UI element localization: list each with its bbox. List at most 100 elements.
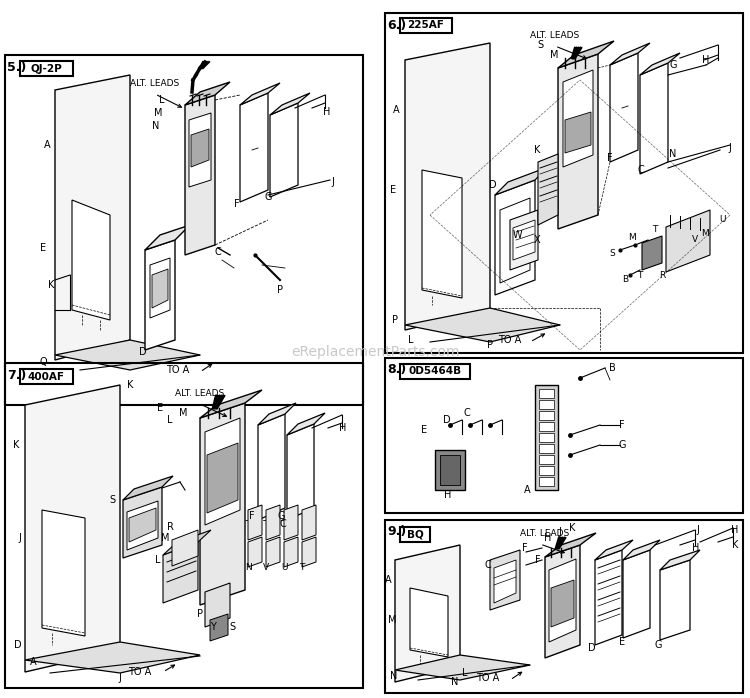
Text: 6.): 6.) — [387, 19, 406, 31]
Polygon shape — [610, 53, 638, 162]
Text: F: F — [536, 555, 541, 565]
Bar — [400, 527, 430, 542]
Polygon shape — [595, 540, 633, 560]
Polygon shape — [248, 537, 262, 567]
Text: G: G — [278, 511, 285, 521]
Polygon shape — [623, 550, 650, 638]
Polygon shape — [55, 75, 130, 360]
Text: ALT. LEADS: ALT. LEADS — [175, 389, 224, 397]
Polygon shape — [287, 413, 325, 435]
Polygon shape — [666, 210, 710, 272]
Polygon shape — [435, 450, 465, 490]
Polygon shape — [410, 588, 448, 657]
Text: K: K — [732, 540, 738, 550]
Text: N: N — [669, 149, 676, 159]
Polygon shape — [551, 580, 574, 627]
Text: E: E — [40, 243, 46, 253]
Polygon shape — [284, 505, 298, 540]
Text: K: K — [48, 280, 54, 290]
Polygon shape — [535, 385, 558, 490]
Polygon shape — [490, 550, 520, 610]
Text: H: H — [692, 543, 700, 553]
Text: W: W — [512, 230, 522, 240]
Text: A: A — [30, 657, 37, 667]
Text: T: T — [299, 563, 304, 572]
Text: C: C — [214, 247, 221, 257]
Text: E: E — [421, 425, 427, 435]
Text: E: E — [157, 403, 163, 413]
Text: M: M — [160, 533, 170, 543]
Text: V: V — [692, 235, 698, 244]
Text: H: H — [339, 423, 346, 433]
Polygon shape — [440, 455, 460, 485]
Polygon shape — [545, 533, 596, 557]
Text: J: J — [696, 525, 699, 535]
Text: N: N — [152, 121, 160, 131]
Polygon shape — [25, 642, 200, 673]
Text: L: L — [462, 668, 467, 678]
Polygon shape — [660, 550, 700, 570]
Text: A: A — [44, 140, 51, 150]
Text: M: M — [178, 408, 188, 418]
Polygon shape — [513, 220, 535, 260]
Bar — [385, 358, 743, 513]
Bar — [5, 55, 363, 405]
Polygon shape — [200, 390, 262, 418]
Polygon shape — [25, 385, 120, 672]
Text: H: H — [323, 107, 331, 117]
Polygon shape — [152, 269, 168, 308]
Text: F: F — [522, 543, 528, 553]
Polygon shape — [266, 505, 280, 540]
Polygon shape — [545, 545, 580, 658]
Text: D: D — [489, 180, 496, 190]
Polygon shape — [302, 537, 316, 567]
Polygon shape — [72, 200, 110, 320]
Text: F: F — [608, 153, 613, 163]
Polygon shape — [549, 559, 576, 642]
Text: S: S — [537, 40, 543, 50]
Polygon shape — [191, 129, 209, 167]
Text: BQ: BQ — [406, 530, 423, 540]
Text: 7.): 7.) — [7, 369, 26, 382]
Text: C: C — [464, 408, 470, 418]
Polygon shape — [595, 550, 622, 645]
Polygon shape — [145, 225, 190, 250]
Text: S: S — [110, 495, 116, 505]
Polygon shape — [510, 210, 538, 270]
Polygon shape — [123, 476, 173, 500]
Text: D: D — [588, 643, 596, 653]
Polygon shape — [422, 170, 462, 298]
Polygon shape — [284, 537, 298, 567]
Text: U: U — [280, 563, 287, 572]
Text: E: E — [390, 185, 396, 195]
Bar — [539, 455, 554, 464]
Text: K: K — [127, 380, 134, 390]
Bar — [385, 13, 743, 353]
Bar — [20, 369, 73, 384]
Text: P: P — [487, 340, 493, 350]
Bar — [539, 411, 554, 420]
Text: J: J — [332, 177, 334, 187]
Polygon shape — [610, 43, 650, 65]
Text: C: C — [279, 519, 286, 529]
Text: S: S — [229, 622, 235, 632]
Text: T: T — [638, 271, 643, 279]
Polygon shape — [200, 403, 245, 605]
Polygon shape — [405, 43, 490, 330]
Polygon shape — [642, 236, 662, 270]
Polygon shape — [207, 443, 238, 513]
Polygon shape — [640, 63, 668, 174]
Text: F: F — [249, 511, 255, 521]
Text: M: M — [154, 108, 162, 118]
Text: T: T — [652, 225, 658, 235]
Text: H: H — [702, 55, 709, 65]
Text: L: L — [154, 555, 160, 565]
Text: TO A: TO A — [476, 673, 500, 683]
Text: P: P — [277, 285, 283, 295]
Bar — [539, 477, 554, 486]
Polygon shape — [129, 508, 156, 542]
Text: G: G — [264, 192, 272, 202]
Polygon shape — [205, 583, 230, 627]
Polygon shape — [145, 240, 175, 350]
Text: A: A — [385, 575, 392, 585]
